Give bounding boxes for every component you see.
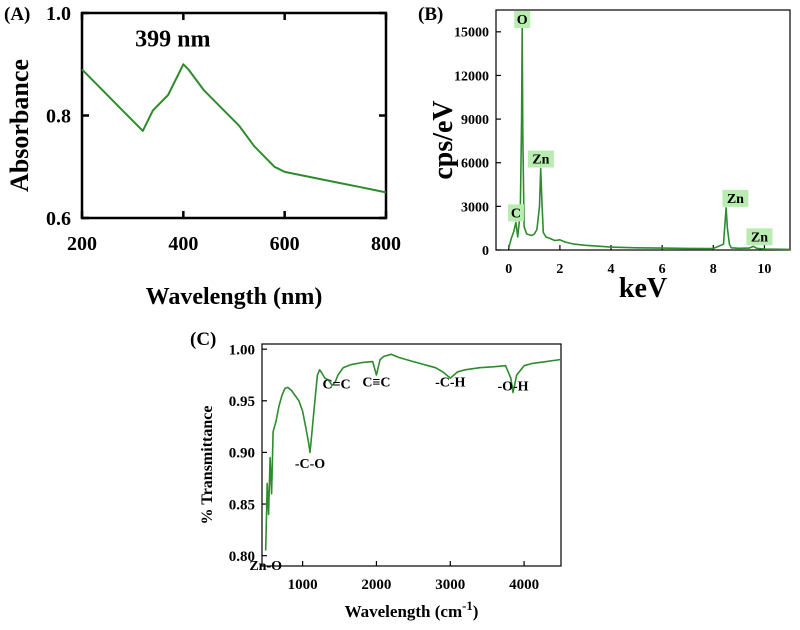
peak-label-box xyxy=(722,189,749,207)
x-tick-label: 3000 xyxy=(435,577,465,593)
annotation-label: -C-H xyxy=(435,375,465,390)
peak-label-box xyxy=(527,150,554,168)
x-axis-label-close: ) xyxy=(473,602,479,621)
peak-label-text: Zn xyxy=(532,153,549,168)
peak-label-text: Zn xyxy=(751,230,768,245)
y-tick-label: 0.95 xyxy=(229,394,255,410)
series-line xyxy=(264,353,562,551)
y-tick-label: 0.8 xyxy=(46,106,71,128)
x-tick-label: 800 xyxy=(371,233,401,255)
annotation-label: C≡C xyxy=(362,375,390,390)
y-tick-label: 1.0 xyxy=(46,3,71,25)
x-tick-label: 8 xyxy=(710,262,717,277)
x-tick-label: 2 xyxy=(556,262,563,277)
panel-label: (C) xyxy=(190,329,216,350)
x-tick-label: 4 xyxy=(608,262,615,277)
peak-label: Zn xyxy=(746,228,773,246)
chart-panel-1: (A) 200 400 600 800 0.6 0.8 1.0 Absorbance Wavele… xyxy=(4,3,401,310)
x-axis-label-text: Wavelength (cm xyxy=(345,602,463,621)
peak-label: Zn xyxy=(722,189,749,207)
y-axis-label: % Transmittance xyxy=(199,406,216,525)
x-axis-label-superscript: -1 xyxy=(462,599,473,613)
y-tick-label: 0.6 xyxy=(46,208,71,230)
annotation-label: Zn-O xyxy=(249,559,282,574)
y-tick-label: 1.00 xyxy=(229,342,255,358)
x-tick-label: 600 xyxy=(270,233,300,255)
peak-label: O xyxy=(514,11,531,28)
x-tick-label: 6 xyxy=(659,262,666,277)
chart-panel-2: (B) 0 2 4 6 8 10 0 3000 6000 9000 12000 15000 cps/eV k… xyxy=(418,4,791,304)
panel-label: (A) xyxy=(4,4,30,25)
annotation-label: -C-O xyxy=(295,457,325,472)
plot-frame xyxy=(261,343,562,567)
peak-label-box xyxy=(507,204,524,222)
x-tick-label: 200 xyxy=(67,233,97,255)
peak-label-box xyxy=(746,228,773,246)
y-tick-label: 3000 xyxy=(461,200,489,215)
y-axis-label: Absorbance xyxy=(5,59,34,192)
panel-label: (B) xyxy=(418,4,443,25)
series-line xyxy=(508,23,791,251)
peak-label-text: O xyxy=(517,13,528,28)
peak-label: C xyxy=(507,204,524,222)
x-axis-label: Wavelength (nm) xyxy=(146,284,323,310)
y-tick-label: 12000 xyxy=(454,69,489,84)
annotation-label: C=C xyxy=(322,377,350,392)
plot-frame xyxy=(495,9,791,251)
y-tick-label: 15000 xyxy=(454,26,489,41)
y-axis-label: cps/eV xyxy=(428,100,459,179)
x-tick-label: 10 xyxy=(757,262,771,277)
chart-panel-3: (C) 1000 2000 3000 4000 0.80 0.85 0.90 0.95 1.00%… xyxy=(190,329,562,621)
y-tick-label: 0 xyxy=(482,244,489,259)
y-tick-label: 6000 xyxy=(461,157,489,172)
x-tick-label: 400 xyxy=(168,233,198,255)
peak-label: Zn xyxy=(527,150,554,168)
x-axis-label: Wavelength (cm-1) xyxy=(345,599,479,621)
x-tick-label: 0 xyxy=(505,262,512,277)
annotation-label: -O-H xyxy=(497,379,528,394)
peak-label-box xyxy=(514,11,531,28)
x-axis-label-text: Wavelength (nm) xyxy=(146,284,323,310)
y-tick-label: 0.85 xyxy=(229,497,255,513)
y-tick-label: 9000 xyxy=(461,113,489,128)
y-tick-label: 0.90 xyxy=(229,446,255,462)
y-tick-label: 0.80 xyxy=(229,549,255,565)
series-line xyxy=(81,63,387,194)
annotation-label: 399 nm xyxy=(135,26,210,52)
x-axis-label: keV xyxy=(619,273,667,304)
x-tick-label: 1000 xyxy=(288,577,318,593)
peak-label-text: Zn xyxy=(727,192,744,207)
peak-label-text: C xyxy=(511,206,521,221)
x-tick-label: 2000 xyxy=(361,577,391,593)
x-axis-label-text: keV xyxy=(619,273,667,304)
x-tick-label: 4000 xyxy=(509,577,539,593)
